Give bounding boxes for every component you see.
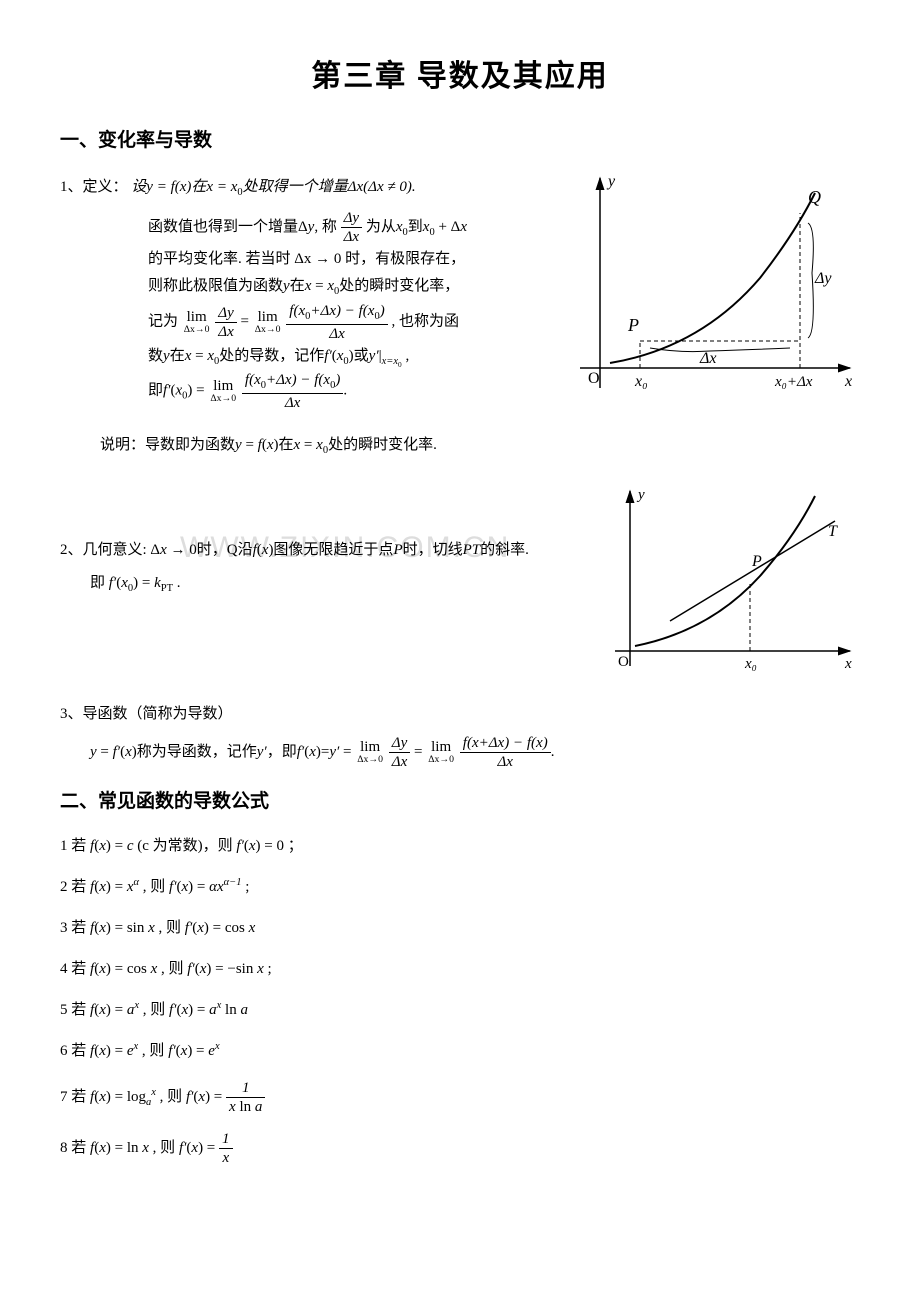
formula7: 7 若 f(x) = logax , 则 f′(x) = 1x ln a <box>60 1079 860 1116</box>
svg-text:x₀+Δx: x₀+Δx <box>774 374 813 390</box>
item1-line4: 则称此极限值为函数y在x = x0处的瞬时变化率， <box>148 273 550 302</box>
svg-text:P: P <box>627 315 639 335</box>
svg-text:y: y <box>636 487 645 503</box>
svg-text:x: x <box>844 373 852 390</box>
note1: 说明：导数即为函数y = f(x)在x = x0处的瞬时变化率. <box>100 432 860 461</box>
definition-row: 1、定义： 设y = f(x)在x = x0处取得一个增量Δx(Δx ≠ 0).… <box>60 168 860 412</box>
item3: 3、导函数（简称为导数） <box>60 701 860 728</box>
svg-text:Q: Q <box>808 187 821 207</box>
item3-line1: y = f′(x)称为导函数，记作y′，即f′(x)=y′ = limΔx→0 … <box>90 734 860 771</box>
geometry-row: WWW.ZIXIN.COM.CN 2、几何意义: Δx → 0时，Q沿f(x)图… <box>60 481 860 681</box>
formula5: 5 若 f(x) = ax , 则 f′(x) = ax ln a <box>60 997 860 1024</box>
item1: 1、定义： 设y = f(x)在x = x0处取得一个增量Δx(Δx ≠ 0). <box>60 174 550 203</box>
formula1: 1 若 f(x) = c (c 为常数)，则 f′(x) = 0 ； <box>60 833 860 860</box>
svg-text:T: T <box>828 523 838 540</box>
formula2: 2 若 f(x) = xα , 则 f′(x) = αxα−1 ; <box>60 874 860 901</box>
item2: 2、几何意义: Δx → 0时，Q沿f(x)图像无限趋近于点P时，切线PT的斜率… <box>60 537 590 564</box>
section1-heading: 一、变化率与导数 <box>60 124 860 158</box>
formula3: 3 若 f(x) = sin x , 则 f′(x) = cos x <box>60 915 860 942</box>
item1-line2: 函数值也得到一个增量Δy, 称 ΔyΔx 为从x0到x0 + Δx <box>148 209 550 246</box>
formula8: 8 若 f(x) = ln x , 则 f′(x) = 1x <box>60 1130 860 1167</box>
svg-text:O: O <box>588 370 600 387</box>
svg-text:x₀: x₀ <box>634 373 648 390</box>
formula4: 4 若 f(x) = cos x , 则 f′(x) = −sin x ; <box>60 956 860 983</box>
item1-line6: 数y在x = x0处的导数，记作f′(x0)或y′|x=x0 , <box>148 343 550 372</box>
figure1: O x₀ x₀+Δx x y P Q Δx Δy <box>560 168 860 408</box>
figure2: O x₀ x y P T <box>600 481 860 681</box>
svg-text:x₀: x₀ <box>744 656 757 672</box>
item2-line2: 即 f′(x0) = kPT . <box>90 570 590 599</box>
svg-text:x: x <box>844 656 852 672</box>
section2-heading: 二、常见函数的导数公式 <box>60 785 860 819</box>
formula6: 6 若 f(x) = ex , 则 f′(x) = ex <box>60 1038 860 1065</box>
item1-line7: 即f′(x0) = limΔx→0 f(x0+Δx) − f(x0)Δx. <box>148 371 550 412</box>
svg-text:y: y <box>606 173 616 190</box>
item1-line5: 记为 limΔx→0 ΔyΔx = limΔx→0 f(x0+Δx) − f(x… <box>148 302 550 343</box>
svg-text:O: O <box>618 654 629 670</box>
item1-line3: 的平均变化率. 若当时 Δx → 0 时，有极限存在， <box>148 246 550 273</box>
svg-text:Δy: Δy <box>814 270 832 287</box>
item2-label: 2、几何意义: <box>60 542 147 558</box>
item3-label: 3、导函数（简称为导数） <box>60 706 233 722</box>
svg-text:Δx: Δx <box>699 350 717 367</box>
item1-line1: 设y = f(x)在x = x0处取得一个增量Δx(Δx ≠ 0). <box>131 179 415 195</box>
chapter-title: 第三章 导数及其应用 <box>60 50 860 104</box>
svg-text:P: P <box>751 553 762 570</box>
item1-label: 1、定义： <box>60 179 128 195</box>
